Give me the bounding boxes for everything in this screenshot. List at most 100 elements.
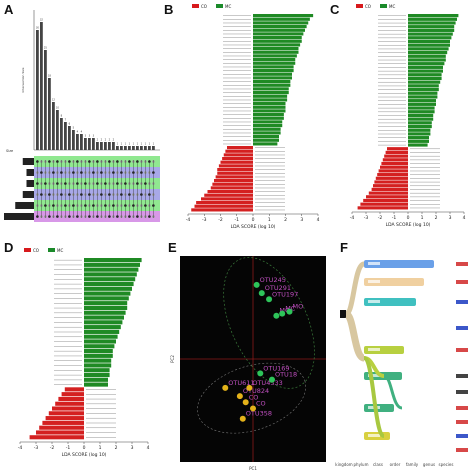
taxon-band-label [368, 434, 380, 437]
lda-bar-mc [253, 124, 283, 128]
lda-bar-mc [84, 377, 108, 382]
bar-value-label: 3 [93, 135, 95, 138]
lda-bar-co [210, 186, 253, 190]
species-label [456, 348, 468, 352]
pca-point-label: OTU824 [243, 387, 269, 395]
pca-xlabel: PC1 [249, 466, 257, 471]
pca-point [286, 308, 293, 315]
lda-bar-mc [253, 47, 299, 51]
species-label [456, 406, 468, 410]
pca-point [268, 376, 275, 383]
lda-bar-mc [84, 277, 136, 282]
branch-kingdom-bottom [343, 310, 366, 362]
taxon-band-label [368, 262, 380, 265]
lda-bar-mc [253, 80, 291, 84]
bar-value-label: 5 [73, 127, 75, 130]
lda-bar-co [227, 146, 253, 150]
lda-bar-mc [253, 87, 289, 91]
legend-label-co: CO [201, 4, 207, 9]
lda-bar-mc [84, 291, 131, 296]
bar-value-label: 18 [48, 75, 52, 78]
lda-bar-co [363, 198, 408, 203]
bar-value-label: 3 [85, 135, 87, 138]
lda-bar-co [215, 175, 253, 179]
lda-bar-co [384, 154, 408, 158]
x-tick-label: 0 [407, 215, 410, 221]
legend-label-co: CO [33, 248, 39, 253]
x-tick-label: 1 [268, 217, 271, 223]
legend-label-co: CO [365, 4, 371, 9]
ellipse-mc [223, 257, 315, 389]
lda-bar-mc [84, 281, 134, 287]
lda-bar-mc [408, 95, 438, 99]
lda-bar-co [225, 149, 253, 153]
taxon-band-label [368, 348, 380, 351]
pca-point-label: OTU169 [263, 364, 289, 372]
lda-bar-mc [84, 310, 126, 315]
lda-bar-mc [253, 50, 299, 54]
lda-bar-co [387, 147, 408, 151]
x-tick-label: 2 [115, 445, 118, 451]
species-label [456, 390, 468, 394]
lda-bar-mc [408, 28, 455, 32]
intersection-bar [124, 146, 127, 150]
intersection-bar [60, 118, 63, 150]
lda-bar-mc [408, 47, 449, 51]
bar-value-label: 10 [56, 107, 60, 110]
lda-bar-co [357, 206, 408, 210]
x-tick-label: -4 [186, 217, 191, 223]
bar-value-label: 6 [69, 123, 71, 126]
lda-bar-co [36, 430, 84, 435]
lda-bar-mc [408, 136, 429, 140]
lda-bar-mc [84, 329, 120, 334]
taxon-band-label [368, 374, 380, 377]
lda-bar-mc [408, 21, 456, 25]
lda-bar-co [201, 197, 253, 201]
lda-bar-mc [253, 105, 286, 109]
taxon-level-label: kingdom [335, 462, 352, 467]
lda-bar-mc [408, 36, 452, 40]
lda-bar-co [366, 195, 408, 199]
lda-bar-mc [408, 39, 450, 44]
lda-bar-mc [408, 87, 439, 92]
bar-value-label: 1 [149, 143, 151, 146]
root-node [340, 310, 346, 318]
lda-bar-mc [408, 99, 436, 103]
lda-bar-mc [408, 113, 434, 118]
lda-bar-mc [408, 32, 453, 36]
x-tick-label: 4 [147, 445, 150, 451]
lda-bar-mc [253, 25, 307, 29]
lda-bar-mc [408, 25, 455, 29]
lda-bar-mc [253, 135, 279, 139]
intersection-bar [120, 146, 123, 150]
intersection-bar [144, 146, 147, 150]
intersection-bar [68, 126, 71, 150]
intersection-bar [76, 134, 79, 150]
lda-bar-mc [84, 344, 115, 349]
lda-bar-mc [408, 117, 434, 121]
lda-bar-mc [253, 120, 283, 124]
bar-value-label: 2 [101, 139, 103, 142]
pca-point [222, 384, 229, 391]
lda-bar-mc [408, 43, 450, 47]
lda-bar-mc [84, 262, 140, 267]
pca-point-label: CO [256, 399, 266, 407]
lda-bar-mc [408, 110, 435, 114]
lda-bar-mc [253, 91, 289, 95]
taxon-level-label: species [439, 462, 454, 467]
intersection-bar [52, 102, 55, 150]
panel-label-f: F [340, 240, 348, 255]
pca-point-label: OTU197 [272, 290, 298, 298]
species-label [456, 420, 468, 424]
lda-bar-mc [84, 368, 110, 373]
x-tick-label: 4 [463, 215, 466, 221]
intersection-bar [56, 110, 59, 150]
bar-value-label: 25 [44, 47, 48, 50]
lda-bar-co [48, 411, 84, 416]
lda-bar-mc [408, 73, 442, 77]
lda-bar-mc [253, 142, 278, 146]
lda-bar-mc [408, 121, 432, 125]
x-tick-label: 0 [252, 217, 255, 223]
intersection-bar [136, 146, 139, 150]
set-size-bar [22, 158, 34, 165]
